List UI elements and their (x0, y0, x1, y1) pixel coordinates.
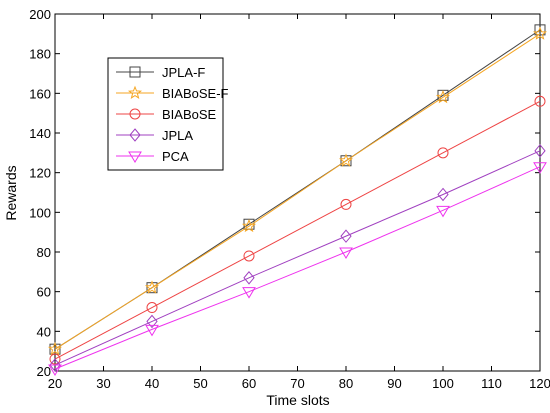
data-point (241, 218, 257, 233)
y-tick-label: 160 (29, 86, 51, 101)
data-point (338, 153, 354, 167)
legend-label: JPLA-F (162, 65, 205, 80)
legend-marker (129, 108, 141, 120)
legend-marker (129, 66, 141, 78)
data-point (146, 314, 158, 329)
y-tick-label: 40 (37, 324, 51, 339)
y-tick-label: 140 (29, 126, 51, 141)
data-point (243, 271, 255, 285)
x-tick-label: 110 (481, 376, 502, 391)
x-tick-label: 30 (96, 376, 110, 391)
y-tick-label: 100 (29, 205, 51, 220)
series-pca (48, 162, 547, 376)
data-point (437, 187, 449, 202)
data-point (533, 162, 547, 174)
data-point (144, 280, 160, 294)
data-point (340, 229, 352, 243)
data-point (436, 205, 450, 218)
y-tick-label: 60 (37, 285, 51, 300)
data-point (534, 95, 546, 107)
y-tick-label: 200 (29, 7, 51, 22)
data-point (48, 364, 62, 376)
data-point (339, 247, 353, 259)
legend-marker (128, 151, 142, 163)
legend: JPLA-F BIABoSE-F BIABoSE JPLA PCA (107, 57, 229, 171)
data-point (145, 324, 159, 337)
x-tick-label: 100 (432, 376, 454, 391)
data-point (242, 287, 256, 299)
y-tick-label: 180 (29, 47, 51, 62)
data-point (146, 302, 158, 314)
data-point (243, 250, 255, 262)
data-point (49, 353, 61, 365)
x-tick-label: 60 (242, 376, 256, 391)
data-point (47, 341, 63, 356)
data-point (534, 24, 546, 36)
x-tick-label: 70 (290, 376, 304, 391)
legend-item: JPLA (116, 128, 193, 143)
legend-label: BIABoSE (162, 107, 217, 122)
legend-marker (129, 128, 141, 142)
legend-label: BIABoSE-F (162, 86, 229, 101)
x-axis: 20 30 40 50 60 70 80 90 100 110 120 (48, 14, 550, 391)
series-jpla (49, 144, 546, 372)
y-axis-label: Rewards (3, 165, 19, 220)
x-tick-label: 50 (193, 376, 207, 391)
x-tick-label: 40 (145, 376, 159, 391)
y-tick-label: 20 (37, 364, 51, 379)
legend-item: BIABoSE (116, 107, 217, 122)
x-tick-label: 20 (48, 376, 62, 391)
data-point (340, 198, 352, 210)
legend-item: BIABoSE-F (116, 85, 229, 101)
series-biabose (49, 95, 546, 365)
legend-item: PCA (116, 149, 189, 164)
y-axis: 20 40 60 80 100 120 140 160 180 200 (29, 7, 540, 379)
y-tick-label: 80 (37, 245, 51, 260)
series-biabose-f (47, 26, 548, 356)
series-layer (47, 24, 548, 376)
data-point (435, 89, 451, 104)
legend-label: PCA (162, 149, 189, 164)
x-tick-label: 120 (529, 376, 550, 391)
series-line (54, 150, 541, 366)
series-line (54, 33, 541, 350)
x-axis-label: Time slots (266, 392, 329, 408)
data-point (532, 26, 548, 40)
legend-item: JPLA-F (116, 65, 205, 80)
legend-marker (127, 85, 143, 99)
y-tick-label: 120 (29, 166, 51, 181)
legend-label: JPLA (162, 128, 193, 143)
x-tick-label: 80 (339, 376, 353, 391)
series-line (54, 100, 541, 360)
data-point (534, 144, 546, 158)
x-tick-label: 90 (387, 376, 401, 391)
series-line (54, 166, 541, 370)
data-point (437, 147, 449, 159)
data-point (49, 358, 61, 372)
